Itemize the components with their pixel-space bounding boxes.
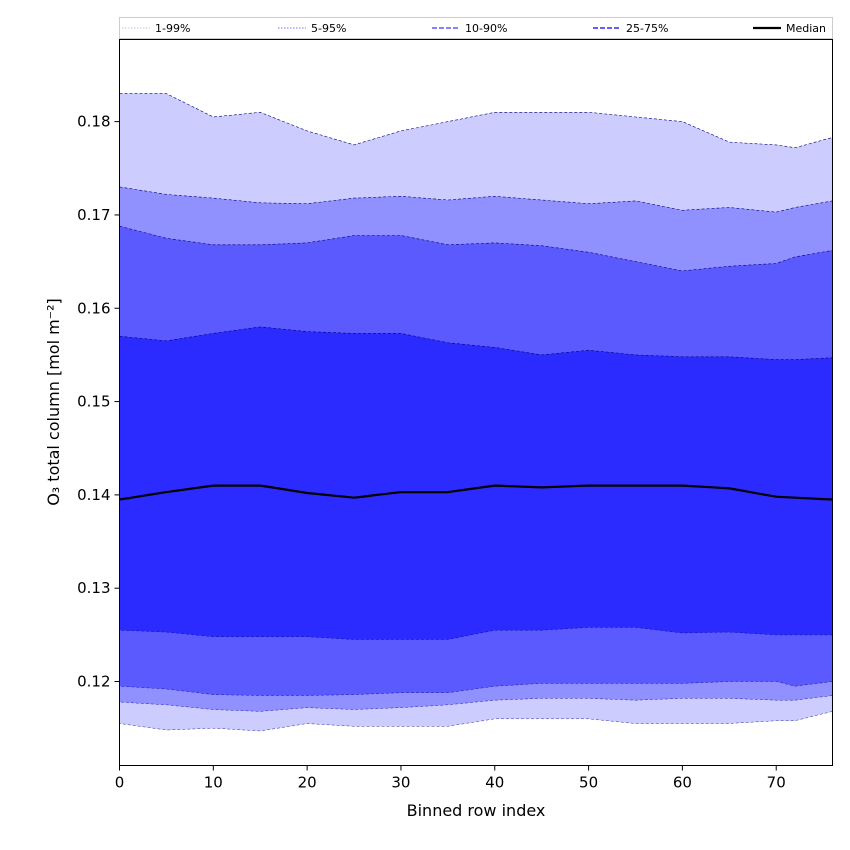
legend-label-5-95pct: 5-95% bbox=[311, 22, 346, 35]
x-tick-label: 20 bbox=[298, 774, 317, 792]
y-tick-label: 0.18 bbox=[77, 113, 110, 131]
y-tick-label: 0.12 bbox=[77, 673, 110, 691]
y-tick-label: 0.16 bbox=[77, 299, 110, 317]
x-tick-label: 0 bbox=[115, 774, 125, 792]
y-tick-label: 0.13 bbox=[77, 579, 110, 597]
band-lower-edge-25-75pct bbox=[119, 627, 833, 640]
y-tick-label: 0.17 bbox=[77, 206, 110, 224]
x-tick-label: 70 bbox=[767, 774, 786, 792]
band-upper-edge-5-95pct bbox=[119, 186, 833, 213]
band-upper-edge-25-75pct bbox=[119, 326, 833, 360]
y-tick-label: 0.14 bbox=[77, 486, 110, 504]
percentile-bands bbox=[119, 93, 833, 732]
y-axis-ticks: 0.12 0.13 0.14 0.15 0.16 0.17 0.18 bbox=[77, 113, 120, 691]
x-tick-label: 40 bbox=[485, 774, 504, 792]
x-tick-label: 10 bbox=[204, 774, 223, 792]
band-upper-edge-1-99pct bbox=[119, 93, 833, 149]
y-tick-label: 0.15 bbox=[77, 393, 110, 411]
y-axis-label: O₃ total column [mol m⁻²] bbox=[44, 298, 63, 506]
legend: 1-99% 5-95% 10-90% 25-75% Median bbox=[119, 17, 833, 39]
plot-frame bbox=[119, 39, 833, 766]
legend-box bbox=[119, 17, 833, 39]
band-lower-edge-10-90pct bbox=[119, 681, 833, 696]
legend-label-10-90pct: 10-90% bbox=[465, 22, 507, 35]
legend-label-25-75pct: 25-75% bbox=[626, 22, 668, 35]
band-upper-edge-10-90pct bbox=[119, 225, 833, 272]
legend-label-1-99pct: 1-99% bbox=[155, 22, 190, 35]
x-tick-label: 50 bbox=[579, 774, 598, 792]
legend-label-median: Median bbox=[786, 22, 826, 35]
median-line bbox=[119, 484, 833, 501]
band-25-75pct bbox=[119, 326, 833, 640]
x-tick-label: 60 bbox=[673, 774, 692, 792]
x-tick-label: 30 bbox=[391, 774, 410, 792]
x-axis-ticks: 0 10 20 30 40 50 60 70 bbox=[115, 765, 786, 792]
x-axis-label: Binned row index bbox=[407, 801, 546, 820]
median-layer bbox=[119, 484, 833, 501]
band-lower-edge-5-95pct bbox=[119, 695, 833, 712]
band-lower-edge-1-99pct bbox=[119, 711, 833, 732]
